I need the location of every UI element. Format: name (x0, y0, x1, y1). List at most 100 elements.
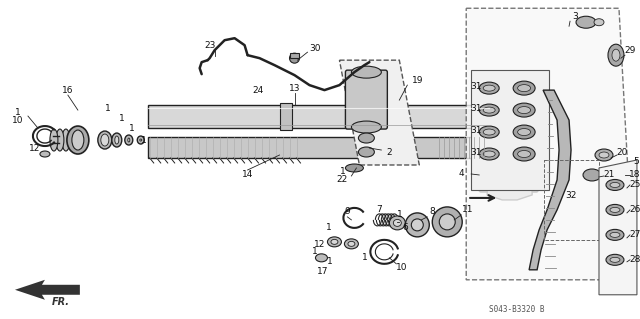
Text: 21: 21 (604, 170, 614, 180)
Ellipse shape (346, 164, 364, 172)
Circle shape (405, 213, 429, 237)
Text: 16: 16 (62, 85, 74, 95)
Text: 1: 1 (326, 223, 332, 232)
Polygon shape (15, 280, 80, 300)
Text: S043-B3320 B: S043-B3320 B (489, 305, 545, 314)
Ellipse shape (594, 19, 604, 26)
Ellipse shape (483, 129, 495, 135)
Circle shape (412, 219, 423, 231)
Text: 31: 31 (470, 82, 482, 91)
Ellipse shape (612, 49, 620, 61)
Text: 1: 1 (105, 104, 111, 113)
Polygon shape (339, 60, 419, 165)
Ellipse shape (576, 16, 596, 28)
Text: 8: 8 (429, 207, 435, 216)
Ellipse shape (68, 129, 76, 151)
Ellipse shape (513, 81, 535, 95)
Ellipse shape (610, 207, 620, 212)
Ellipse shape (483, 151, 495, 157)
Ellipse shape (606, 254, 624, 265)
Text: 2: 2 (387, 147, 392, 157)
Ellipse shape (492, 90, 522, 180)
Ellipse shape (513, 125, 535, 139)
Text: 11: 11 (461, 205, 473, 214)
Text: 5: 5 (633, 158, 639, 167)
Bar (280, 103, 291, 130)
Ellipse shape (137, 136, 144, 144)
Text: 1: 1 (129, 123, 134, 133)
Text: 12: 12 (29, 144, 40, 152)
Text: 1: 1 (119, 114, 125, 122)
Text: 1: 1 (141, 136, 147, 145)
Ellipse shape (331, 239, 338, 244)
Ellipse shape (101, 134, 109, 146)
Text: 31: 31 (470, 104, 482, 113)
Text: 1: 1 (312, 247, 317, 256)
Ellipse shape (128, 138, 130, 142)
Text: 22: 22 (337, 175, 348, 184)
Ellipse shape (610, 257, 620, 262)
Text: 18: 18 (629, 170, 640, 180)
Ellipse shape (518, 85, 531, 92)
Ellipse shape (513, 103, 535, 117)
Text: 10: 10 (396, 263, 407, 272)
Bar (289, 53, 300, 58)
Text: 1: 1 (340, 167, 346, 176)
Ellipse shape (583, 169, 601, 181)
Ellipse shape (348, 241, 355, 246)
Ellipse shape (358, 133, 374, 143)
Bar (148, 137, 489, 158)
Ellipse shape (351, 66, 381, 78)
Polygon shape (529, 90, 571, 270)
Ellipse shape (606, 180, 624, 190)
Text: 28: 28 (629, 255, 640, 264)
Ellipse shape (606, 229, 624, 240)
Text: 1: 1 (326, 257, 332, 266)
Text: 24: 24 (252, 85, 263, 95)
Ellipse shape (610, 232, 620, 237)
Text: 14: 14 (242, 170, 253, 180)
Ellipse shape (483, 85, 495, 91)
Text: 4: 4 (458, 169, 464, 178)
Ellipse shape (115, 136, 119, 144)
Ellipse shape (351, 121, 381, 133)
Text: 3: 3 (572, 12, 578, 21)
Text: 26: 26 (629, 205, 640, 214)
Text: 20: 20 (616, 147, 628, 157)
Ellipse shape (125, 135, 132, 145)
Text: 9: 9 (344, 207, 350, 216)
Circle shape (432, 207, 462, 237)
Ellipse shape (394, 219, 401, 226)
Ellipse shape (50, 129, 58, 151)
Bar (148, 105, 489, 128)
Ellipse shape (518, 107, 531, 114)
Circle shape (439, 214, 455, 230)
Text: 1: 1 (396, 211, 402, 219)
Ellipse shape (140, 139, 142, 141)
Ellipse shape (98, 131, 112, 149)
Ellipse shape (608, 44, 624, 66)
Polygon shape (599, 160, 637, 295)
Text: 6: 6 (403, 223, 408, 232)
Text: 30: 30 (310, 44, 321, 53)
Ellipse shape (522, 140, 536, 154)
Text: 25: 25 (629, 181, 640, 189)
Ellipse shape (479, 148, 499, 160)
Ellipse shape (56, 129, 64, 151)
Ellipse shape (479, 104, 499, 116)
Ellipse shape (606, 204, 624, 215)
Ellipse shape (316, 254, 328, 262)
Text: 7: 7 (376, 205, 382, 214)
Text: 1: 1 (15, 108, 21, 116)
Ellipse shape (328, 237, 341, 247)
Text: 12: 12 (314, 240, 325, 249)
Text: 17: 17 (317, 267, 328, 276)
Ellipse shape (72, 130, 84, 150)
Text: 31: 31 (470, 147, 482, 157)
Ellipse shape (595, 149, 613, 161)
Text: 10: 10 (12, 115, 24, 124)
Text: 31: 31 (470, 126, 482, 135)
Ellipse shape (518, 129, 531, 136)
Ellipse shape (479, 126, 499, 138)
Circle shape (289, 53, 300, 63)
